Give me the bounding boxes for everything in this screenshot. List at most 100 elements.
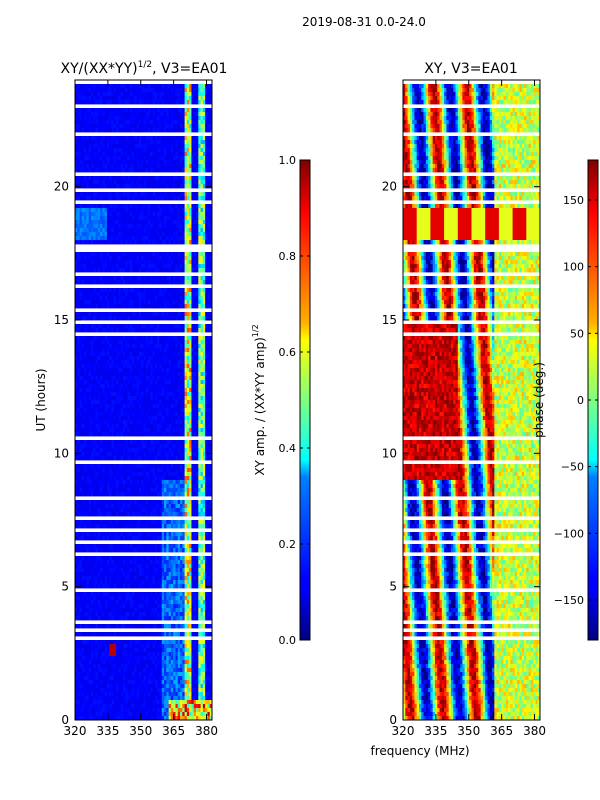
heatmap-cell	[77, 152, 80, 157]
heatmap-cell	[191, 384, 195, 389]
heatmap-cell	[157, 236, 160, 241]
heatmap-cell	[159, 448, 163, 453]
heatmap-cell	[86, 416, 90, 421]
heatmap-cell	[125, 416, 128, 421]
heatmap-cell	[116, 148, 119, 153]
heatmap-cell	[175, 204, 179, 209]
heatmap-cell	[75, 260, 78, 265]
heatmap-cell	[202, 324, 206, 329]
heatmap-cell	[136, 212, 140, 217]
heatmap-cell	[145, 392, 149, 397]
heatmap-cell	[143, 196, 147, 201]
heatmap-cell	[75, 160, 78, 165]
heatmap-cell	[84, 180, 87, 185]
heatmap-cell	[77, 112, 80, 117]
heatmap-cell	[86, 428, 90, 433]
heatmap-cell	[145, 120, 149, 125]
heatmap-cell	[177, 144, 181, 149]
heatmap-cell	[111, 412, 115, 417]
heatmap-cell	[150, 424, 154, 429]
heatmap-cell	[189, 328, 192, 333]
heatmap-cell	[175, 180, 179, 185]
heatmap-cell	[193, 300, 197, 305]
heatmap-cell	[129, 152, 133, 157]
heatmap-cell	[75, 388, 78, 393]
heatmap-cell	[180, 264, 183, 269]
heatmap-cell	[102, 160, 106, 165]
heatmap-cell	[186, 456, 190, 461]
heatmap-cell	[150, 108, 154, 113]
heatmap-cell	[198, 264, 201, 269]
heatmap-cell	[129, 296, 133, 301]
heatmap-cell	[134, 100, 138, 105]
heatmap-cell	[157, 400, 160, 405]
heatmap-cell	[102, 164, 106, 169]
heatmap-cell	[75, 152, 78, 157]
heatmap-cell	[205, 168, 208, 173]
heatmap-cell	[202, 176, 206, 181]
heatmap-cell	[152, 160, 156, 165]
heatmap-cell	[205, 128, 208, 133]
heatmap-cell	[90, 88, 94, 93]
heatmap-cell	[209, 372, 212, 377]
heatmap-cell	[102, 304, 106, 309]
heatmap-cell	[79, 228, 83, 233]
heatmap-cell	[88, 280, 92, 285]
heatmap-cell	[106, 100, 110, 105]
heatmap-cell	[159, 432, 163, 437]
heatmap-cell	[177, 280, 181, 285]
heatmap-cell	[164, 280, 167, 285]
heatmap-cell	[164, 120, 167, 125]
heatmap-cell	[196, 432, 199, 437]
heatmap-cell	[79, 384, 83, 389]
heatmap-cell	[138, 96, 142, 101]
heatmap-cell	[145, 236, 149, 241]
heatmap-cell	[141, 392, 144, 397]
heatmap-cell	[136, 108, 140, 113]
heatmap-cell	[205, 212, 208, 217]
heatmap-cell	[113, 240, 117, 245]
heatmap-cell	[125, 168, 128, 173]
heatmap-cell	[157, 136, 160, 141]
heatmap-cell	[145, 292, 149, 297]
heatmap-cell	[106, 296, 110, 301]
heatmap-cell	[106, 316, 110, 321]
heatmap-cell	[106, 348, 110, 353]
heatmap-cell	[152, 96, 156, 101]
heatmap-cell	[93, 316, 96, 321]
heatmap-cell	[125, 112, 128, 117]
heatmap-cell	[152, 208, 156, 213]
heatmap-cell	[148, 120, 151, 125]
heatmap-cell	[191, 296, 195, 301]
heatmap-cell	[198, 304, 201, 309]
heatmap-cell	[79, 364, 83, 369]
heatmap-cell	[97, 140, 101, 145]
heatmap-cell	[154, 384, 158, 389]
heatmap-cell	[164, 364, 167, 369]
heatmap-cell	[100, 352, 103, 357]
heatmap-cell	[184, 260, 188, 265]
heatmap-cell	[154, 452, 158, 457]
heatmap-cell	[97, 168, 101, 173]
heatmap-cell	[138, 268, 142, 273]
heatmap-cell	[116, 240, 119, 245]
heatmap-cell	[100, 456, 103, 461]
heatmap-cell	[184, 448, 188, 453]
heatmap-cell	[164, 384, 167, 389]
heatmap-cell	[75, 120, 78, 125]
heatmap-cell	[136, 352, 140, 357]
heatmap-cell	[102, 388, 106, 393]
heatmap-cell	[150, 384, 154, 389]
heatmap-cell	[207, 348, 211, 353]
heatmap-cell	[184, 228, 188, 233]
heatmap-cell	[84, 216, 87, 221]
heatmap-cell	[102, 280, 106, 285]
heatmap-cell	[79, 448, 83, 453]
heatmap-cell	[196, 296, 199, 301]
heatmap-cell	[113, 360, 117, 365]
heatmap-cell	[154, 300, 158, 305]
heatmap-cell	[145, 288, 149, 293]
heatmap-cell	[97, 260, 101, 265]
heatmap-cell	[143, 368, 147, 373]
heatmap-cell	[209, 444, 212, 449]
